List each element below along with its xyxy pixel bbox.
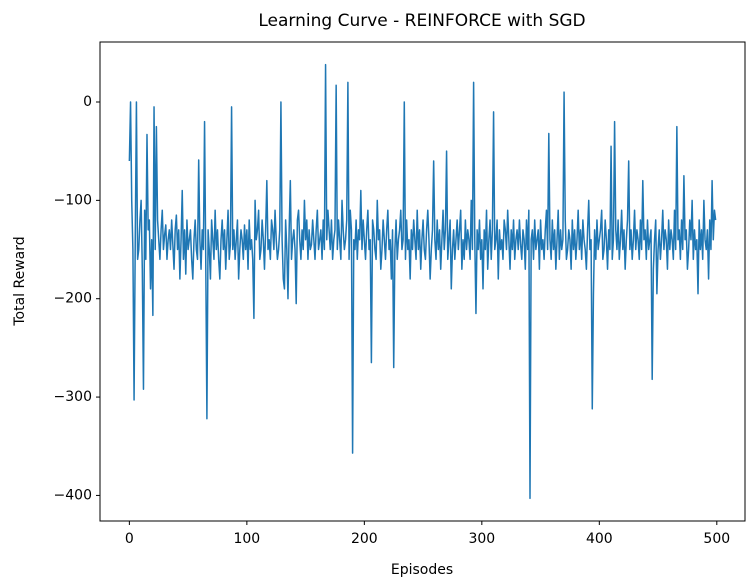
x-tick-label: 400 [586,531,613,547]
x-tick-label: 0 [125,531,134,547]
data-line [128,63,717,500]
y-tick-label: −100 [54,192,92,208]
x-tick-label: 200 [351,531,378,547]
y-tick-label: −400 [54,487,92,503]
y-tick-label: −300 [54,389,92,405]
y-tick-label: −200 [54,291,92,307]
plot-frame [99,41,746,522]
x-tick-label: 500 [703,531,730,547]
y-axis-label: Total Reward [12,236,28,326]
chart-title: Learning Curve - REINFORCE with SGD [258,11,585,31]
x-tick-label: 300 [468,531,495,547]
x-axis-label: Episodes [391,562,453,578]
x-tick-label: 100 [233,531,260,547]
y-tick-label: 0 [83,94,92,110]
